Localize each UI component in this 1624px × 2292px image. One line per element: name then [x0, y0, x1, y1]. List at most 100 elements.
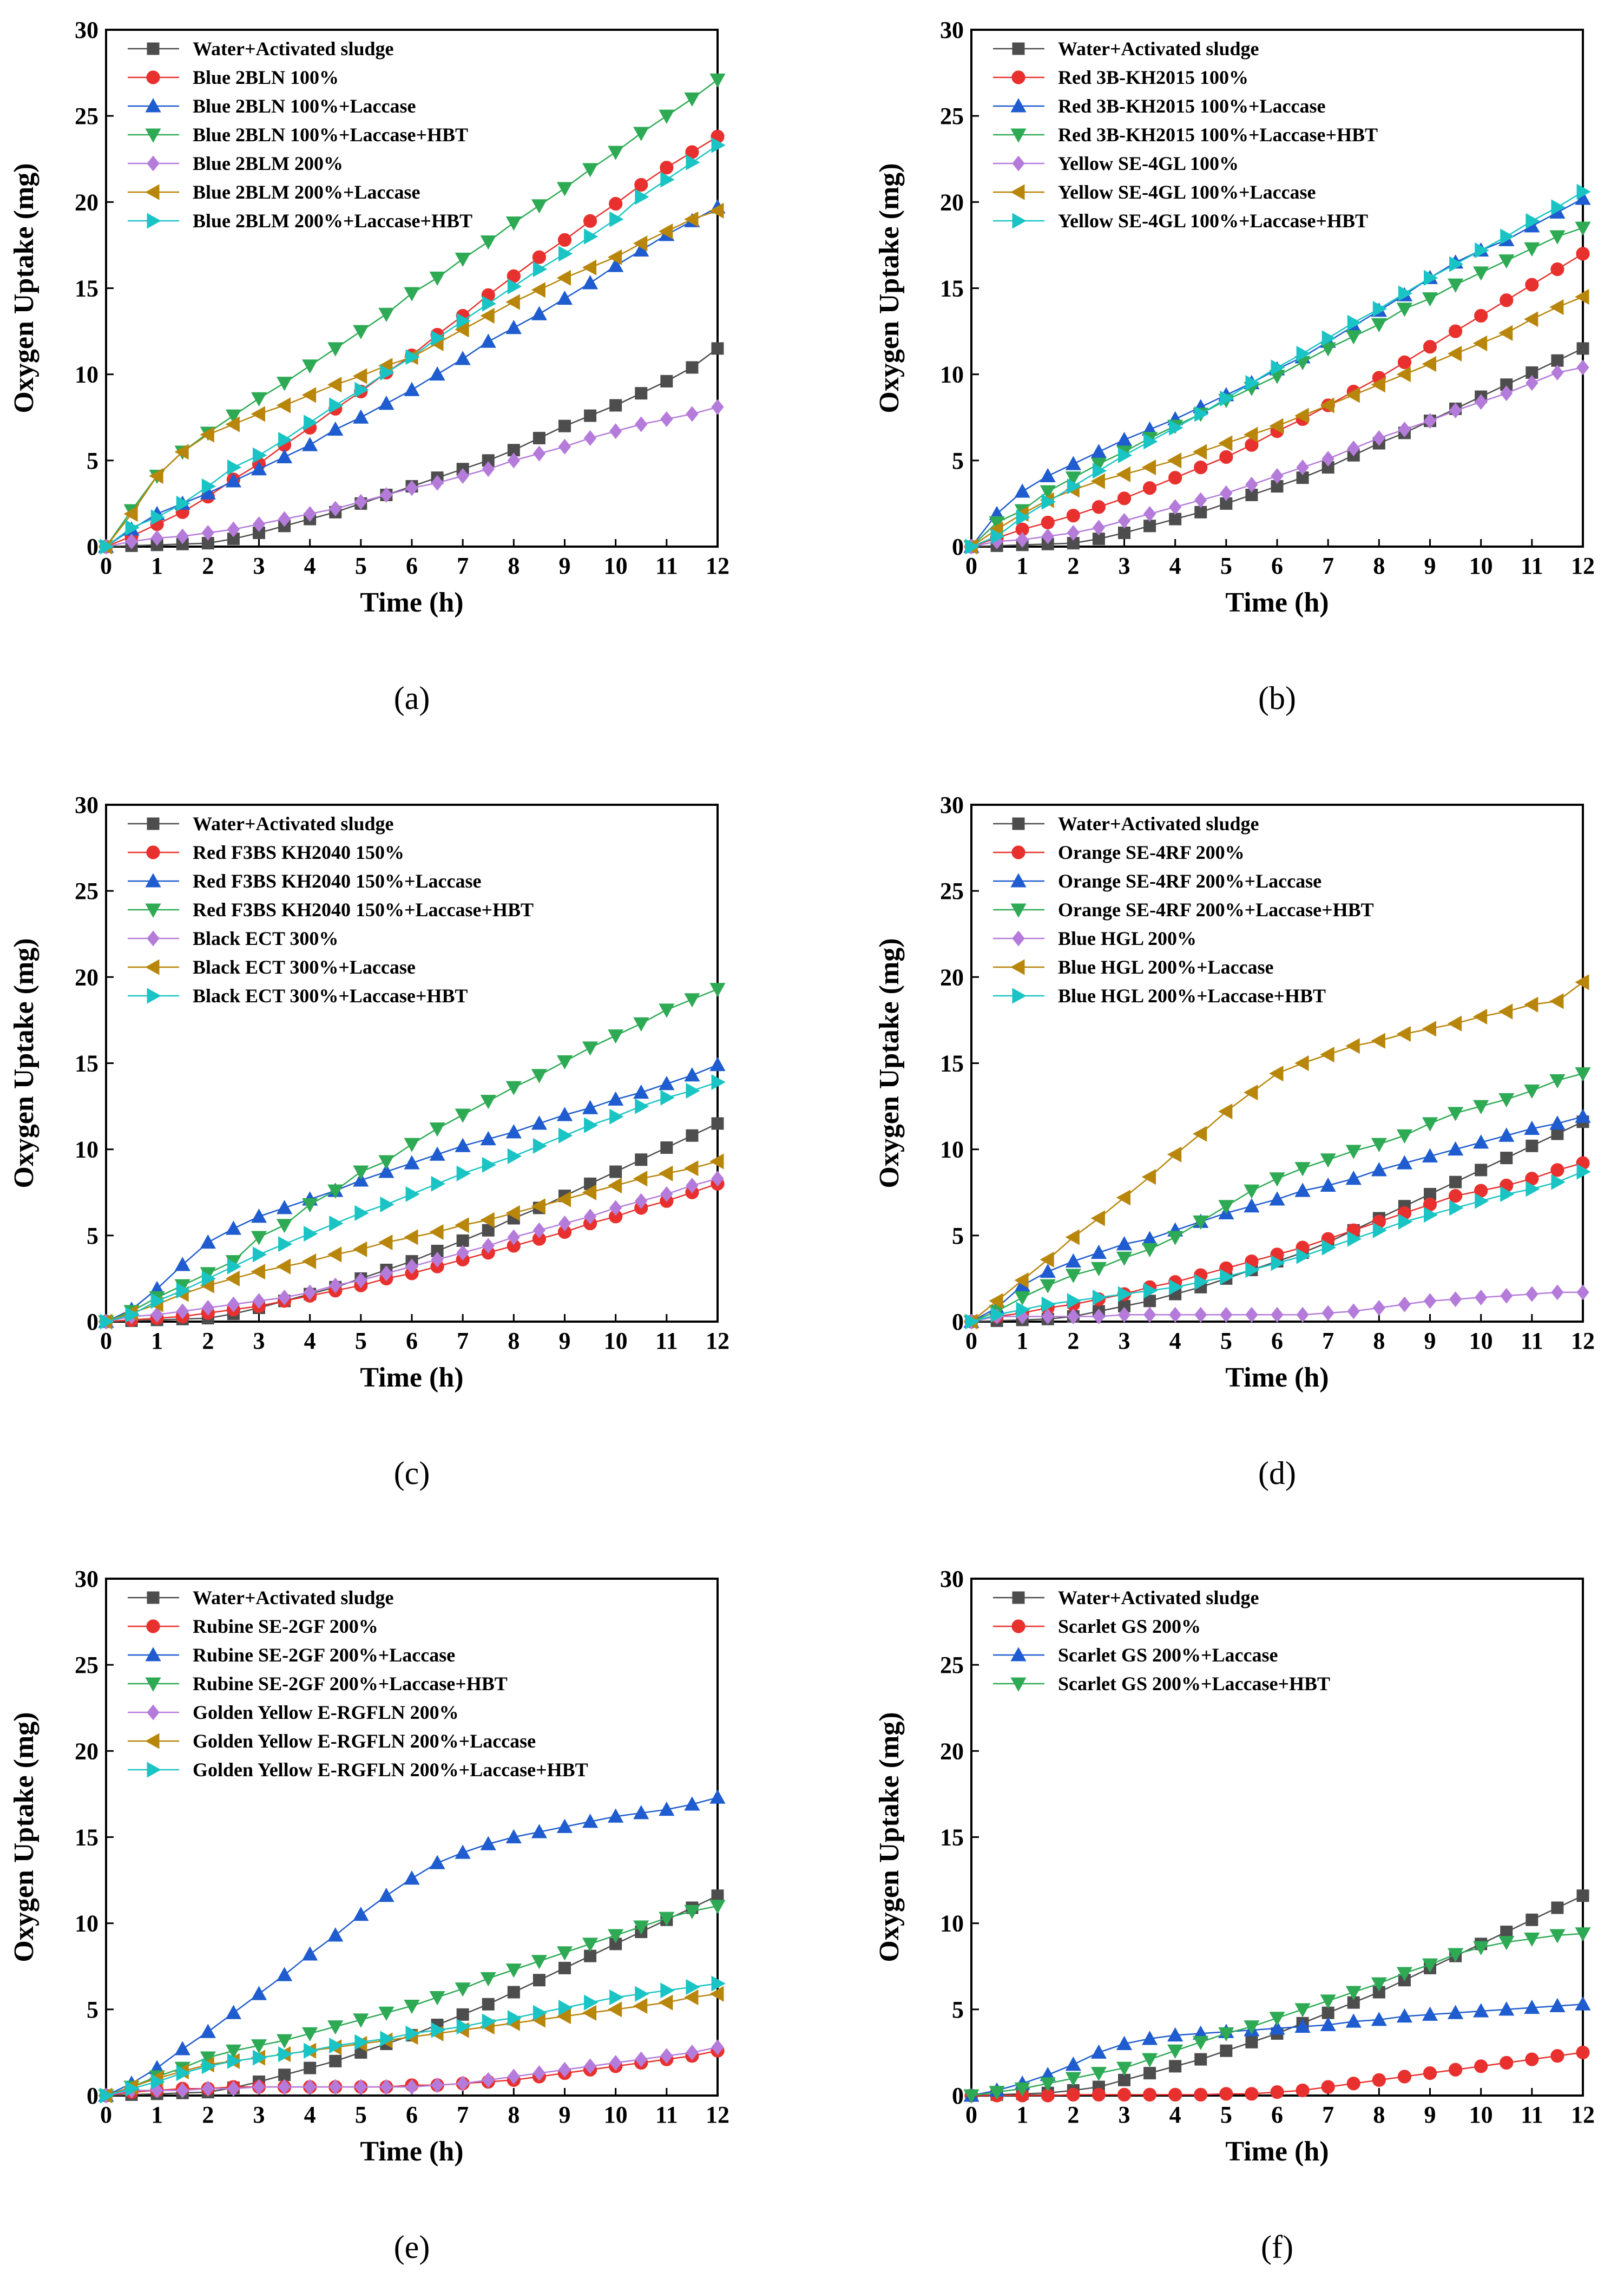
data-point [200, 426, 214, 443]
x-tick-label: 8 [508, 553, 520, 579]
series-line [106, 1122, 718, 1323]
legend-entry: Blue HGL 200% [1058, 928, 1196, 949]
data-point [176, 528, 189, 544]
data-point [1066, 2087, 1080, 2102]
data-point [557, 233, 572, 247]
data-point [1449, 256, 1464, 272]
x-tick-label: 10 [1469, 553, 1493, 579]
x-tick-label: 12 [1571, 553, 1595, 579]
data-point [1320, 1994, 1336, 2009]
data-point [1345, 1145, 1362, 1159]
data-point [201, 1270, 216, 1287]
data-point [1549, 1074, 1566, 1089]
x-tick-label: 7 [457, 553, 469, 579]
data-point [1371, 377, 1385, 393]
data-point [1016, 531, 1029, 548]
data-point [1090, 2067, 1107, 2081]
data-point [558, 419, 571, 432]
x-tick-label: 9 [559, 1328, 571, 1354]
legend-entry: Red 3B-KH2015 100% [1058, 67, 1248, 88]
data-point [556, 1107, 573, 1121]
data-point [1014, 2082, 1030, 2097]
data-point [1526, 213, 1540, 229]
data-point [304, 415, 318, 431]
data-point [1422, 2006, 1438, 2021]
data-point [634, 178, 648, 192]
data-point [456, 1245, 469, 1261]
data-point [1092, 463, 1107, 479]
data-point [1090, 473, 1105, 489]
data-point [1576, 359, 1589, 376]
data-point [327, 421, 344, 436]
data-point [635, 416, 648, 432]
data-point [1041, 1296, 1056, 1312]
legend-marker [1011, 1619, 1025, 1633]
data-point [584, 1117, 599, 1133]
data-point [1067, 1308, 1080, 1325]
series-2 [964, 247, 1590, 554]
series-line [106, 210, 718, 547]
x-tick-label: 5 [355, 1328, 367, 1354]
data-point [201, 2058, 216, 2074]
data-point [1396, 1155, 1413, 1170]
data-point [660, 1141, 673, 1154]
data-point [1169, 1279, 1184, 1295]
data-point [531, 306, 548, 320]
data-point [531, 1069, 548, 1083]
data-point [1500, 2055, 1514, 2070]
data-point [1117, 513, 1131, 529]
data-point [1524, 311, 1538, 327]
legend-entry: Water+Activated sludge [1058, 813, 1259, 835]
data-point [456, 2008, 469, 2021]
data-point [1040, 468, 1056, 482]
data-point [1372, 430, 1385, 446]
data-point [1447, 1107, 1464, 1121]
data-point [302, 359, 318, 374]
data-point [1141, 1169, 1156, 1185]
data-point [1372, 301, 1388, 317]
data-point [584, 1994, 599, 2011]
data-point [1396, 303, 1413, 317]
data-point [1424, 270, 1438, 286]
series-7 [965, 1164, 1591, 1330]
data-point [584, 228, 599, 245]
legend-entry: Red 3B-KH2015 100%+Laccase+HBT [1058, 124, 1378, 146]
data-point [582, 1938, 599, 1952]
panel-label: (c) [394, 1455, 430, 1491]
data-point [174, 1257, 190, 1271]
data-point [660, 161, 674, 175]
data-point [531, 1198, 545, 1214]
data-point [201, 524, 214, 541]
data-point [711, 1975, 726, 1992]
data-point [633, 235, 648, 252]
data-point [1320, 397, 1334, 413]
data-point [1169, 2060, 1182, 2073]
series-5 [100, 2039, 724, 2104]
data-point [1040, 1263, 1056, 1278]
data-point [1422, 1148, 1438, 1163]
y-axis-title: Oxygen Uptake (mg) [9, 1712, 40, 1962]
x-tick-label: 3 [1119, 2101, 1130, 2128]
data-point [532, 250, 547, 264]
data-point [455, 321, 469, 338]
data-point [1473, 2003, 1489, 2018]
series-line [971, 253, 1583, 548]
data-point [1447, 345, 1462, 362]
data-point [1447, 278, 1464, 293]
x-axis-title: Time (h) [1225, 1362, 1329, 1393]
legend-marker [145, 873, 161, 888]
legend-entry: Water+Activated sludge [193, 38, 393, 60]
panel-label: (b) [1258, 680, 1296, 716]
data-point [1345, 1986, 1362, 2000]
data-point [225, 473, 242, 488]
data-point [1296, 459, 1309, 476]
y-tick-label: 0 [952, 1309, 964, 1335]
data-point [482, 295, 497, 312]
x-tick-label: 11 [655, 2101, 678, 2128]
data-point [558, 2061, 571, 2078]
data-point [1296, 2083, 1310, 2098]
data-point [505, 216, 522, 231]
data-point [1040, 1251, 1054, 1268]
data-point [659, 1075, 675, 1091]
